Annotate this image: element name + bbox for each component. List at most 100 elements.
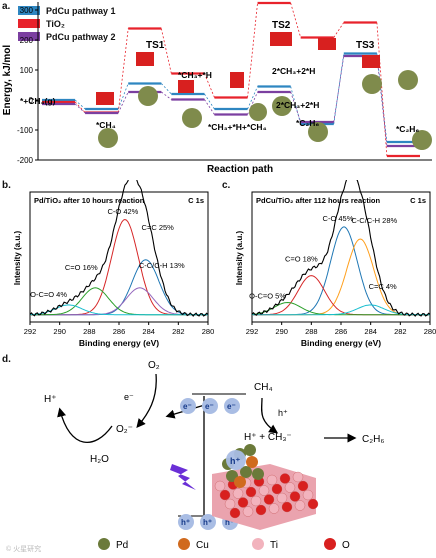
electron-label-3: e⁻ [227,402,236,411]
xps-peak-label: O-C=O 5% [249,291,286,300]
slab-atom [289,491,301,502]
xps-peak [252,226,430,316]
energy-connector [74,101,86,113]
legend-item-pathway1: PdCu pathway 1 [18,4,198,17]
label-2ch3-upper: 2*CH₃+2*H [272,66,315,76]
xps-peak-label: C=O 16% [65,263,98,272]
xps-peak-label: C-O 45% [323,214,354,223]
label-ch3h: *CH₃+*H [178,70,212,80]
slab-atom [268,503,280,514]
xtick-label: 284 [364,327,377,336]
electron-label-2: e⁻ [205,402,214,411]
h-plus-small-label: h⁺ [278,408,288,418]
xps-total [251,180,431,317]
mechanism-scheme: O₂ e⁻ O₂⁻ H⁺ H₂O CH₄ h⁺ H⁺ + CH₃⁻ C₂H₆ e… [44,360,384,551]
e-minus-label: e⁻ [124,392,134,402]
xps-b-ylabel: Intensity (a.u.) [13,231,22,286]
slab-atom [297,480,309,492]
atom-legend-swatch [252,538,264,550]
xtick-label: 290 [275,327,288,336]
label-2ch3-lower: 2*CH₃+2*H [276,100,319,110]
atom-legend-label: O [342,540,350,551]
o2-minus-label: O₂⁻ [116,424,133,435]
legend-label-pathway2: PdCu pathway 2 [46,31,116,42]
ytick-label: 0 [29,96,34,105]
panel-d-label: d. [2,354,11,365]
slab-atom [229,507,241,519]
legend-label-pathway1: PdCu pathway 1 [46,5,116,16]
surface-hole-label: h⁺ [230,456,240,466]
pdcu-atom [234,476,246,488]
xps-peak-label: C-C/C-H 13% [139,261,185,270]
h2o-label: H₂O [90,454,109,465]
xtick-label: 288 [83,327,96,336]
xtick-label: 284 [142,327,155,336]
electron-circles: e⁻ e⁻ e⁻ [180,398,240,414]
xps-chart-b: Pd/TiO₂ after 10 hours reaction C 1s Int… [13,180,214,348]
energy-connector [160,28,172,74]
o2-label: O₂ [148,360,160,371]
legend-item-tio2: TiO₂ [18,17,198,30]
xps-peak [252,304,430,316]
panel-a-label: a. [2,1,11,12]
c2h6-label: C₂H₆ [362,434,384,445]
slab-atom [242,506,254,517]
slab-atom [245,486,257,498]
panel-b-label: b. [2,180,11,191]
hole-label-3: h⁺ [225,518,234,527]
xps-peak-label: C=C 4% [369,282,397,291]
pdcu-atom [252,468,264,480]
energy-xlabel: Reaction path [207,164,273,175]
xps-c-xlabel: Binding energy (eV) [301,338,381,348]
label-ch3hch4: *CH₃+*H+*CH₄ [208,122,267,132]
ytick-label: 300 [20,6,34,15]
hole-label-1: h⁺ [181,518,190,527]
energy-connector [204,73,215,98]
xps-peak-label: C-C/C-H 28% [351,216,397,225]
xps-c-title: PdCu/TiO₂ after 112 hours reaction [256,196,380,205]
xps-peak-label: C=O 18% [285,255,318,264]
slab-atom [219,489,231,501]
label-start: *+CH₄(g) [20,96,56,106]
energy-connector [376,53,388,143]
slab-structures [96,32,432,150]
pdcu-atom [246,456,258,468]
energy-connector [290,86,302,125]
xps-peak-label: O-C=O 4% [30,290,67,299]
energy-connector [117,83,129,110]
xtick-label: 282 [172,327,185,336]
label-ts3: TS3 [356,40,375,51]
energy-connector [333,55,345,123]
atom-legend-label: Cu [196,540,209,551]
ytick-label: 200 [20,36,34,45]
legend-label-tio2: TiO₂ [46,18,65,29]
energy-connector [161,91,172,100]
ytick-label: -200 [17,156,34,165]
slab-atom [284,482,296,493]
slab-atom [255,504,267,516]
xtick-label: 286 [335,327,348,336]
slab-atom [224,498,236,510]
xtick-label: 292 [246,327,259,336]
xps-chart-c: PdCu/TiO₂ after 112 hours reaction C 1s … [235,180,436,348]
energy-connector [290,91,302,123]
watermark: © 火星研究 [6,546,42,553]
energy-connector [247,2,258,98]
slab-atom [214,480,226,492]
energy-connector [204,99,215,115]
pdcu-atom [240,466,252,478]
xps-peak-label: C=C 25% [142,223,175,232]
xtick-label: 282 [394,327,407,336]
xps-b-title: Pd/TiO₂ after 10 hours reaction [34,196,145,205]
atom-legend: Pd Cu Ti O [98,538,350,551]
energy-connector [161,83,172,95]
slab-atom [294,500,306,511]
legend-item-pathway2: PdCu pathway 2 [18,30,198,43]
ytick-label: 100 [20,66,34,75]
slab-atom [302,489,314,501]
xps-b-xlabel: Binding energy (eV) [79,338,159,348]
energy-connector [204,93,215,110]
slab-atom [266,474,278,486]
energy-connector [117,91,129,114]
slab-atom [292,471,304,483]
